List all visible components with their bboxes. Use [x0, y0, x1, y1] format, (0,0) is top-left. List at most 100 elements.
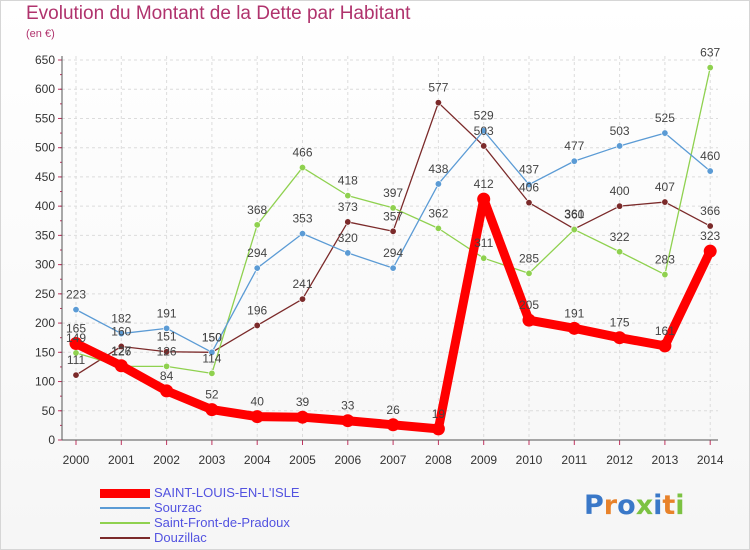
y-tick-label: 600: [35, 82, 55, 96]
data-label: 294: [247, 246, 267, 260]
legend-swatch: [100, 489, 150, 498]
legend-swatch: [100, 507, 150, 509]
data-label: 503: [474, 124, 494, 138]
data-label: 149: [66, 331, 86, 345]
series-1: [72, 127, 714, 356]
y-tick-label: 0: [48, 433, 55, 447]
data-point: [117, 342, 125, 350]
data-point: [480, 127, 488, 135]
legend-swatch: [100, 522, 150, 524]
data-label: 322: [610, 230, 630, 244]
data-label: 33: [341, 399, 355, 413]
y-tick-label: 200: [35, 316, 55, 330]
data-label: 191: [564, 306, 584, 320]
data-point: [434, 180, 442, 188]
logo-letter: o: [617, 490, 636, 521]
y-tick-label: 300: [35, 258, 55, 272]
data-point: [298, 295, 306, 303]
x-tick-label: 2011: [561, 453, 587, 467]
x-tick-label: 2004: [244, 453, 271, 467]
legend-label: Douzillac: [154, 530, 207, 545]
data-label: 368: [247, 203, 267, 217]
x-tick-label: 2008: [425, 453, 452, 467]
y-tick-label: 250: [35, 287, 55, 301]
data-point: [567, 321, 581, 335]
data-point: [661, 271, 669, 279]
data-label: 637: [700, 46, 720, 60]
data-label: 503: [610, 124, 630, 138]
data-label: 285: [519, 251, 539, 265]
data-label: 460: [700, 149, 720, 163]
data-label: 52: [205, 388, 219, 402]
data-label: 406: [519, 181, 539, 195]
data-label: 323: [700, 229, 720, 243]
data-point: [163, 348, 171, 356]
data-point: [658, 339, 672, 353]
data-label: 19: [432, 407, 446, 421]
data-point: [298, 230, 306, 238]
proxiti-logo: Proxiti: [584, 490, 685, 521]
data-point: [706, 222, 714, 230]
data-point: [570, 226, 578, 234]
legend-label: SAINT-LOUIS-EN-L'ISLE: [154, 485, 300, 500]
data-point: [525, 269, 533, 277]
data-point: [208, 348, 216, 356]
data-point: [613, 331, 627, 345]
logo-letter: i: [675, 490, 685, 521]
data-point: [253, 264, 261, 272]
data-label: 397: [383, 186, 403, 200]
y-tick-label: 500: [35, 141, 55, 155]
data-label: 366: [700, 204, 720, 218]
data-label: 525: [655, 111, 675, 125]
data-point: [525, 199, 533, 207]
data-label: 40: [251, 395, 265, 409]
data-point: [434, 99, 442, 107]
logo-letter: x: [635, 490, 654, 521]
data-label: 360: [564, 208, 584, 222]
data-label: 126: [157, 344, 177, 358]
data-label: 466: [292, 146, 312, 160]
logo-letter: i: [653, 490, 663, 521]
y-tick-label: 350: [35, 228, 55, 242]
data-point: [706, 64, 714, 72]
data-label: 361: [564, 207, 584, 221]
data-point: [72, 371, 80, 379]
data-point: [72, 306, 80, 314]
y-tick-label: 650: [35, 53, 55, 67]
data-label: 577: [428, 81, 448, 95]
data-point: [163, 362, 171, 370]
data-label: 400: [610, 184, 630, 198]
data-point: [480, 254, 488, 262]
data-label: 175: [610, 316, 630, 330]
data-point: [703, 244, 717, 258]
data-label: 161: [655, 324, 675, 338]
x-tick-label: 2007: [380, 453, 407, 467]
y-tick-label: 400: [35, 199, 55, 213]
data-label: 196: [247, 303, 267, 317]
data-point: [114, 359, 128, 373]
data-point: [69, 337, 83, 351]
data-point: [389, 204, 397, 212]
data-point: [341, 414, 355, 428]
data-label: 407: [655, 180, 675, 194]
data-point: [344, 218, 352, 226]
x-tick-label: 2012: [606, 453, 633, 467]
data-label: 223: [66, 288, 86, 302]
data-point: [117, 330, 125, 338]
logo-letter: P: [584, 490, 604, 521]
data-point: [389, 227, 397, 235]
x-tick-label: 2013: [652, 453, 679, 467]
data-label: 84: [160, 369, 174, 383]
y-tick-label: 50: [42, 404, 56, 418]
data-label: 362: [428, 206, 448, 220]
x-tick-label: 2002: [153, 453, 180, 467]
data-label: 126: [111, 344, 131, 358]
data-label: 205: [519, 298, 539, 312]
data-point: [389, 264, 397, 272]
x-tick-label: 2003: [199, 453, 226, 467]
data-point: [570, 157, 578, 165]
data-point: [208, 369, 216, 377]
data-label: 438: [428, 162, 448, 176]
data-point: [477, 192, 491, 206]
data-point: [298, 164, 306, 172]
